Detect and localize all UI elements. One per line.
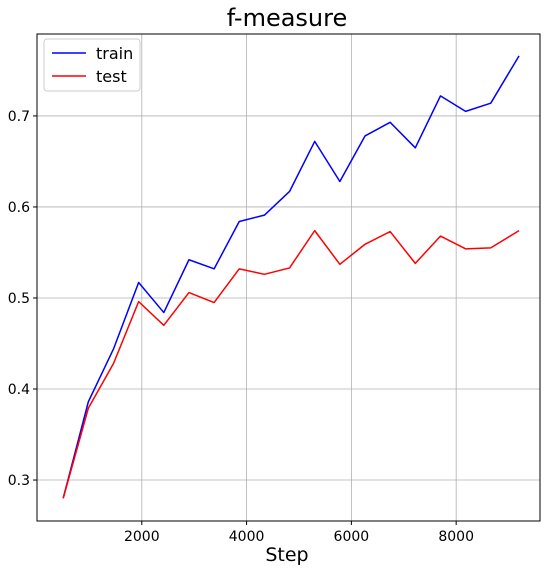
- x-axis-label: Step: [265, 544, 308, 566]
- legend: train test: [43, 38, 141, 92]
- y-tick-label-2: 0.5: [8, 291, 30, 307]
- x-tick-label-3: 8000: [438, 529, 474, 545]
- legend-label-train: train: [96, 44, 133, 63]
- plot-frame: [36, 33, 541, 522]
- x-tick-label-1: 4000: [229, 529, 265, 545]
- y-tick-label-0: 0.3: [8, 473, 30, 489]
- series-line-train: [62, 55, 520, 499]
- x-tick-label-2: 6000: [334, 529, 370, 545]
- series-lines: [62, 55, 520, 499]
- legend-box: [43, 38, 141, 92]
- chart-title: f-measure: [227, 4, 347, 32]
- gridlines: [37, 34, 540, 521]
- x-tick-label-0: 2000: [124, 529, 160, 545]
- legend-label-test: test: [96, 67, 127, 86]
- axis-ticks: 2000 4000 6000 8000 0.3 0.4 0.5 0.6 0.7: [8, 109, 474, 545]
- y-tick-label-3: 0.6: [8, 200, 30, 216]
- y-tick-label-4: 0.7: [8, 109, 30, 125]
- y-tick-label-1: 0.4: [8, 382, 30, 398]
- series-line-test: [62, 229, 520, 499]
